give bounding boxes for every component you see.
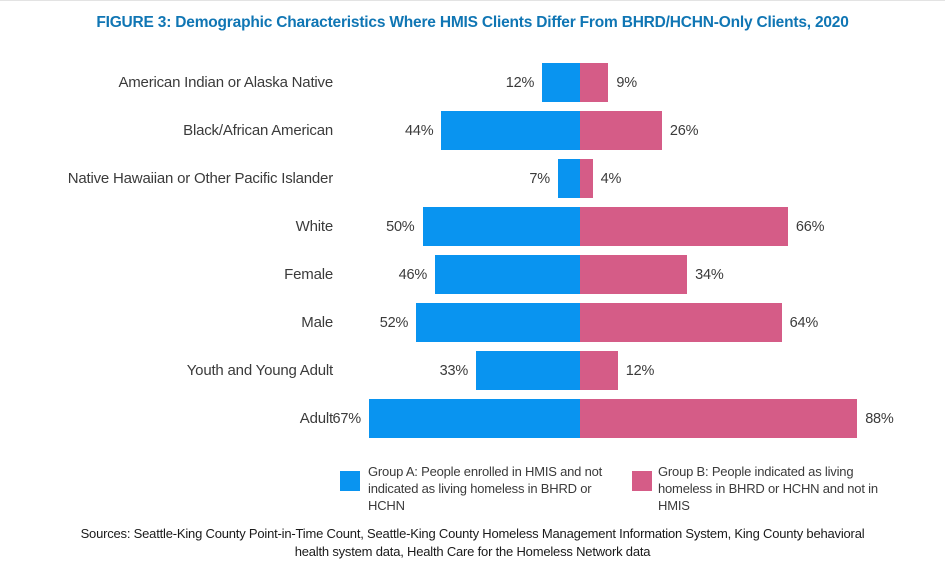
value-label-group-a: 67% — [332, 411, 362, 427]
bar-group-b — [580, 351, 618, 390]
bar-group-a — [441, 111, 580, 150]
value-label-group-b: 12% — [625, 363, 655, 379]
category-label: Native Hawaiian or Other Pacific Islande… — [67, 170, 333, 187]
bar-group-a — [542, 63, 580, 102]
value-label-group-a: 50% — [386, 219, 415, 235]
legend-label-group-b: Group B: People indicated as living home… — [658, 464, 878, 513]
bar-group-b — [580, 303, 782, 342]
bar-group-b — [580, 207, 788, 246]
value-label-group-b: 4% — [600, 171, 622, 187]
bar-group-a — [435, 255, 580, 294]
category-label: Adult — [299, 410, 333, 427]
chart-row: Female 46% 34% — [0, 251, 945, 299]
chart-row: Youth and Young Adult 33% 12% — [0, 347, 945, 395]
category-label: White — [295, 218, 334, 235]
value-label-group-a: 12% — [505, 75, 535, 91]
bar-group-b — [580, 63, 609, 102]
legend-swatch-group-a — [340, 471, 360, 491]
bar-group-a — [422, 207, 580, 246]
value-label-group-b: 66% — [795, 219, 825, 235]
figure-title: FIGURE 3: Demographic Characteristics Wh… — [96, 14, 849, 31]
chart-row: American Indian or Alaska Native 12% 9% — [0, 59, 945, 107]
category-label: Male — [301, 314, 333, 331]
category-label: American Indian or Alaska Native — [118, 74, 333, 91]
value-label-group-b: 26% — [669, 123, 699, 139]
value-label-group-a: 52% — [379, 315, 409, 331]
category-label: Female — [284, 266, 333, 283]
chart-rows: American Indian or Alaska Native 12% 9% Bla… — [0, 59, 945, 443]
legend-swatch-group-b — [632, 471, 652, 491]
chart-row: Male 52% 64% — [0, 299, 945, 347]
value-label-group-b: 9% — [616, 75, 637, 91]
legend-label-group-a: Group A: People enrolled in HMIS and not… — [368, 464, 603, 513]
chart-row: Native Hawaiian or Other Pacific Islande… — [0, 155, 945, 203]
value-label-group-b: 64% — [789, 315, 819, 331]
value-label-group-b: 88% — [865, 411, 894, 427]
bar-group-a — [476, 351, 580, 390]
bar-group-b — [580, 255, 688, 294]
value-label-group-a: 7% — [529, 171, 550, 187]
value-label-group-a: 46% — [398, 267, 428, 283]
chart-row: Adult 67% 88% — [0, 395, 945, 443]
chart-row: White 50% 66% — [0, 203, 945, 251]
bar-group-a — [368, 399, 580, 438]
category-label: Black/African American — [183, 122, 333, 139]
value-label-group-a: 33% — [439, 363, 469, 379]
category-label: Youth and Young Adult — [186, 362, 333, 379]
bar-group-a — [557, 159, 580, 198]
bar-group-b — [580, 111, 662, 150]
bar-group-b — [580, 399, 858, 438]
chart-row: Black/African American 44% 26% — [0, 107, 945, 155]
value-label-group-b: 34% — [695, 267, 724, 283]
value-label-group-a: 44% — [404, 123, 434, 139]
bar-group-b — [580, 159, 593, 198]
bar-group-a — [416, 303, 580, 342]
sources-note: Sources: Seattle-King County Point-in-Ti… — [80, 526, 865, 559]
